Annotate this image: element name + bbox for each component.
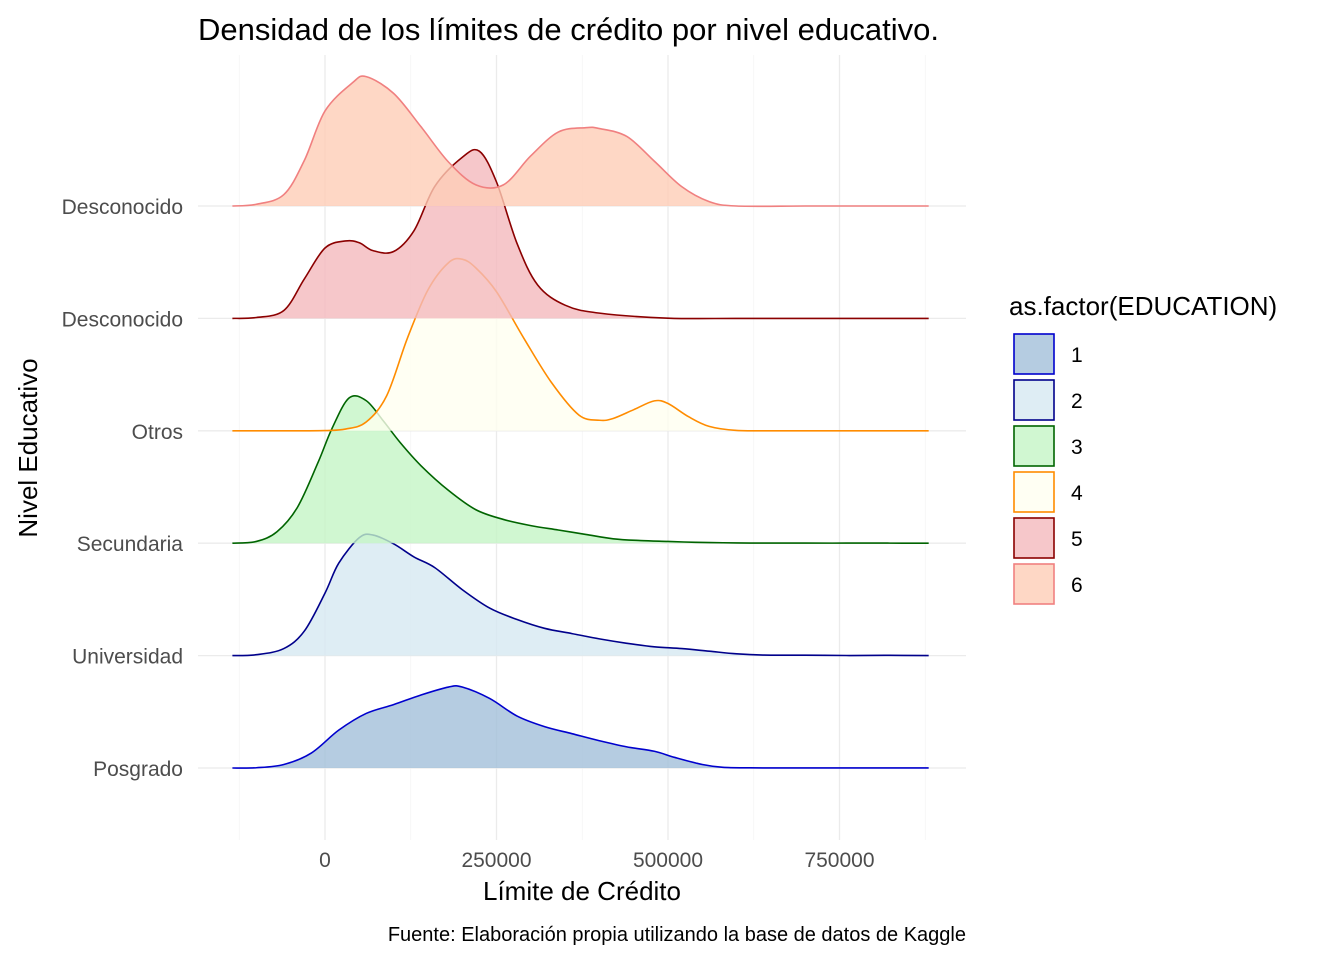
legend-title: as.factor(EDUCATION) [1009, 291, 1277, 321]
legend-entry-2: 2 [1013, 379, 1083, 421]
ridge-series-5 [232, 148, 929, 320]
ridge-line-5 [232, 148, 929, 320]
y-tick-label: Secundaria [77, 533, 184, 556]
legend-key-5 [1013, 517, 1055, 559]
y-tick-label: Desconocido [62, 196, 183, 219]
y-tick-label: Posgrado [93, 758, 183, 781]
x-tick-label: 0 [319, 849, 331, 872]
ridges-layer [232, 75, 929, 769]
ridge-area-3 [232, 395, 929, 544]
ridge-line-3 [232, 394, 929, 544]
legend-entry-4: 4 [1013, 471, 1083, 513]
ridge-series-1 [232, 685, 929, 769]
ridge-area-5 [232, 149, 929, 319]
legend-key-2 [1013, 379, 1055, 421]
x-axis-tick-labels: 0 250000 500000 750000 [319, 849, 874, 872]
ridge-area-2 [232, 534, 929, 656]
caption: Fuente: Elaboración propia utilizando la… [388, 924, 966, 946]
legend-label-3: 3 [1071, 436, 1083, 459]
ridge-series-6 [232, 75, 929, 208]
y-axis-title: Nivel Educativo [13, 358, 43, 537]
y-axis-tick-labels: Posgrado Universidad Secundaria Otros Descon… [62, 196, 184, 781]
legend-entry-3: 3 [1013, 425, 1083, 467]
legend-label-2: 2 [1071, 390, 1083, 413]
legend-entries: 1 2 3 4 5 6 [1013, 333, 1083, 605]
y-tick-label: Otros [132, 421, 183, 444]
ridge-series-3 [232, 394, 929, 544]
ridge-line-1 [232, 685, 929, 769]
legend: as.factor(EDUCATION) 1 2 3 4 5 6 [1009, 291, 1277, 605]
legend-key-3 [1013, 425, 1055, 467]
x-tick-label: 500000 [633, 849, 703, 872]
legend-entry-6: 6 [1013, 563, 1083, 605]
y-tick-label: Universidad [72, 646, 183, 669]
legend-key-4 [1013, 471, 1055, 513]
legend-label-4: 4 [1071, 482, 1083, 505]
y-tick-label: Desconocido [62, 308, 183, 331]
legend-key-6 [1013, 563, 1055, 605]
ridge-series-2 [232, 533, 929, 657]
ridge-area-1 [232, 685, 929, 769]
legend-label-5: 5 [1071, 528, 1083, 551]
ridge-line-4 [232, 257, 929, 432]
legend-entry-5: 5 [1013, 517, 1083, 559]
ridge-series-4 [232, 257, 929, 432]
legend-key-1 [1013, 333, 1055, 375]
legend-label-1: 1 [1071, 344, 1083, 367]
ridge-area-4 [232, 258, 929, 431]
x-tick-label: 750000 [804, 849, 874, 872]
x-tick-label: 250000 [461, 849, 531, 872]
legend-entry-1: 1 [1013, 333, 1083, 375]
x-axis-title: Límite de Crédito [483, 876, 681, 906]
ridge-line-6 [232, 75, 929, 208]
legend-label-6: 6 [1071, 574, 1083, 597]
ridge-line-2 [232, 533, 929, 657]
chart-title: Densidad de los límites de crédito por n… [198, 12, 939, 47]
